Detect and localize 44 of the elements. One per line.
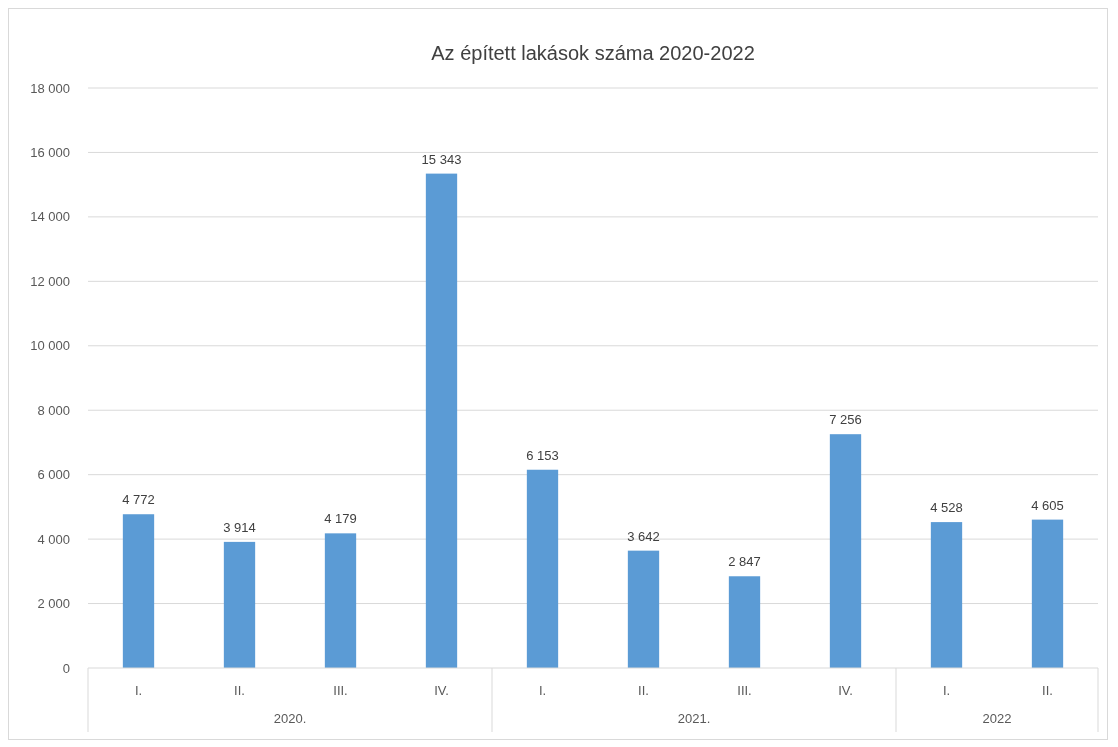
x-tick-label: III. <box>737 682 752 698</box>
y-tick-label: 0 <box>62 660 70 676</box>
bar <box>829 434 862 668</box>
text: 2021. <box>677 710 711 726</box>
bar <box>324 533 357 668</box>
y-tick-label: 2 000 <box>37 596 70 612</box>
y-tick-label: 6 000 <box>37 467 70 483</box>
data-label: 4 772 <box>122 492 155 508</box>
data-label: 15 343 <box>421 151 462 167</box>
text: 2020. <box>273 710 307 726</box>
bar <box>425 173 458 668</box>
x-tick-label: II. <box>234 682 245 698</box>
data-label: 3 914 <box>223 519 256 535</box>
data-label: 4 179 <box>324 511 357 527</box>
bar <box>627 550 660 668</box>
bar <box>526 469 559 668</box>
y-tick-label: 4 000 <box>37 531 70 547</box>
x-tick-label: IV. <box>434 682 449 698</box>
chart-title: Az épített lakások száma 2020-2022 <box>431 42 755 64</box>
text: 2022 <box>982 710 1012 726</box>
y-tick-label: 12 000 <box>30 273 70 289</box>
y-tick-label: 10 000 <box>30 338 70 354</box>
x-tick-label: III. <box>333 682 348 698</box>
bar <box>1031 519 1064 668</box>
data-label: 4 528 <box>930 500 963 516</box>
x-tick-label: II. <box>1042 682 1053 698</box>
x-tick-label: I. <box>134 682 143 698</box>
data-label: 7 256 <box>829 412 862 428</box>
y-tick-label: 8 000 <box>37 402 70 418</box>
x-tick-label: I. <box>942 682 951 698</box>
bar <box>223 541 256 668</box>
bar <box>930 522 963 668</box>
data-label: 4 605 <box>1031 497 1064 513</box>
x-tick-label: I. <box>538 682 547 698</box>
y-tick-label: 18 000 <box>30 80 70 96</box>
y-tick-label: 14 000 <box>30 209 70 225</box>
x-tick-label: IV. <box>838 682 853 698</box>
y-tick-label: 16 000 <box>30 144 70 160</box>
x-tick-label: II. <box>638 682 649 698</box>
data-label: 6 153 <box>526 447 559 463</box>
data-label: 3 642 <box>627 528 660 544</box>
data-label: 2 847 <box>728 554 761 570</box>
bar <box>728 576 761 668</box>
bar <box>122 514 155 668</box>
